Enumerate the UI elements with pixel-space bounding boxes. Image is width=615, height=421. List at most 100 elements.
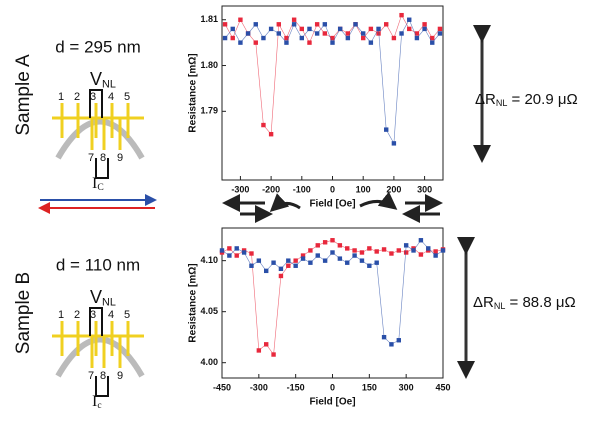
data-point xyxy=(407,17,412,22)
data-point xyxy=(374,260,379,265)
contact-number: 3 xyxy=(90,309,96,321)
data-point xyxy=(291,17,297,22)
data-point xyxy=(337,256,343,261)
data-point xyxy=(407,26,412,32)
data-point xyxy=(286,263,291,268)
contact-number: 5 xyxy=(124,309,130,321)
data-point xyxy=(307,40,312,45)
x-tick-label: -100 xyxy=(293,184,311,194)
data-point xyxy=(219,248,225,253)
data-point xyxy=(359,250,365,255)
data-point xyxy=(249,263,254,268)
contact-number: 4 xyxy=(108,309,114,321)
data-point xyxy=(399,12,404,18)
y-tick-label: 4.05 xyxy=(200,306,218,316)
data-point xyxy=(376,31,381,36)
data-point xyxy=(414,35,420,41)
switch-arrows xyxy=(222,191,443,223)
probe xyxy=(95,158,109,179)
delta-label-sub: NL xyxy=(494,301,506,311)
data-point xyxy=(345,260,350,265)
y-tick-label: 1.80 xyxy=(200,60,218,70)
contact-number: 2 xyxy=(74,309,80,321)
data-point xyxy=(293,258,298,263)
data-point xyxy=(322,22,328,27)
data-point xyxy=(308,260,313,265)
data-point xyxy=(284,35,289,41)
plot-frame xyxy=(221,5,444,181)
contact-number: 1 xyxy=(58,309,64,321)
data-point xyxy=(230,26,235,32)
data-point xyxy=(276,22,281,27)
data-point xyxy=(437,31,443,36)
data-point xyxy=(322,240,328,245)
data-point xyxy=(430,40,435,45)
data-point xyxy=(396,338,401,343)
data-point xyxy=(268,132,274,137)
data-point xyxy=(384,127,389,132)
data-point xyxy=(418,252,424,257)
x-tick-label: 300 xyxy=(417,184,432,194)
voltage-label: VNL xyxy=(90,69,116,91)
contact-number: 9 xyxy=(117,370,123,382)
data-point xyxy=(337,26,343,32)
contact-number: 2 xyxy=(74,91,80,103)
x-tick-label: 100 xyxy=(356,184,371,194)
contact-number: 8 xyxy=(100,370,106,382)
voltage-label-sub: NL xyxy=(102,296,116,308)
y-tick-label: 1.81 xyxy=(200,14,218,24)
current-label: IC xyxy=(92,175,104,194)
data-point xyxy=(284,40,289,45)
data-point xyxy=(264,268,269,274)
data-point xyxy=(367,263,372,268)
x-tick-label: -300 xyxy=(250,382,268,392)
delta-label: ΔRNL = 88.8 μΩ xyxy=(473,294,576,311)
data-point xyxy=(245,31,251,36)
y-axis-label: Resistance [mΩ] xyxy=(188,263,199,342)
data-point xyxy=(322,31,328,36)
data-point xyxy=(391,35,397,41)
data-point xyxy=(256,348,262,353)
voltage-label-main: V xyxy=(90,287,102,307)
probe xyxy=(89,307,103,336)
data-point xyxy=(300,256,306,261)
x-tick-label: 200 xyxy=(386,184,401,194)
data-point xyxy=(389,342,394,347)
data-point xyxy=(271,260,276,265)
data-point xyxy=(300,253,306,258)
data-point xyxy=(352,248,357,253)
data-point xyxy=(276,31,281,36)
data-point xyxy=(403,243,409,248)
contact-number: 7 xyxy=(88,370,94,382)
x-tick-label: 0 xyxy=(330,184,335,194)
data-point xyxy=(384,22,389,27)
delta-label: ΔRNL = 20.9 μΩ xyxy=(475,91,578,108)
data-point xyxy=(322,258,328,263)
data-point xyxy=(345,246,350,251)
data-point xyxy=(299,35,305,41)
current-label-main: I xyxy=(92,175,97,192)
contact-number: 8 xyxy=(100,152,106,164)
delta-label-rest: = 88.8 μΩ xyxy=(505,294,575,311)
data-point xyxy=(315,253,320,258)
data-point xyxy=(264,342,269,347)
data-point xyxy=(222,22,228,27)
data-point xyxy=(330,40,335,45)
contact-number: 5 xyxy=(124,91,130,103)
delta-label-rest: = 20.9 μΩ xyxy=(507,91,577,108)
data-point xyxy=(268,26,274,32)
data-point xyxy=(345,35,351,41)
data-point xyxy=(360,35,366,41)
thickness: d = 295 nm xyxy=(55,37,141,56)
x-tick-label: -200 xyxy=(262,184,280,194)
sample-label: Sample A xyxy=(13,54,34,136)
thickness: d = 110 nm xyxy=(56,255,140,274)
data-point xyxy=(234,246,239,251)
data-point xyxy=(291,22,297,27)
data-point xyxy=(367,246,372,251)
data-point xyxy=(271,352,276,357)
x-tick-label: 150 xyxy=(362,382,377,392)
data-point xyxy=(330,238,335,243)
data-point xyxy=(256,258,262,263)
data-point xyxy=(253,22,258,27)
